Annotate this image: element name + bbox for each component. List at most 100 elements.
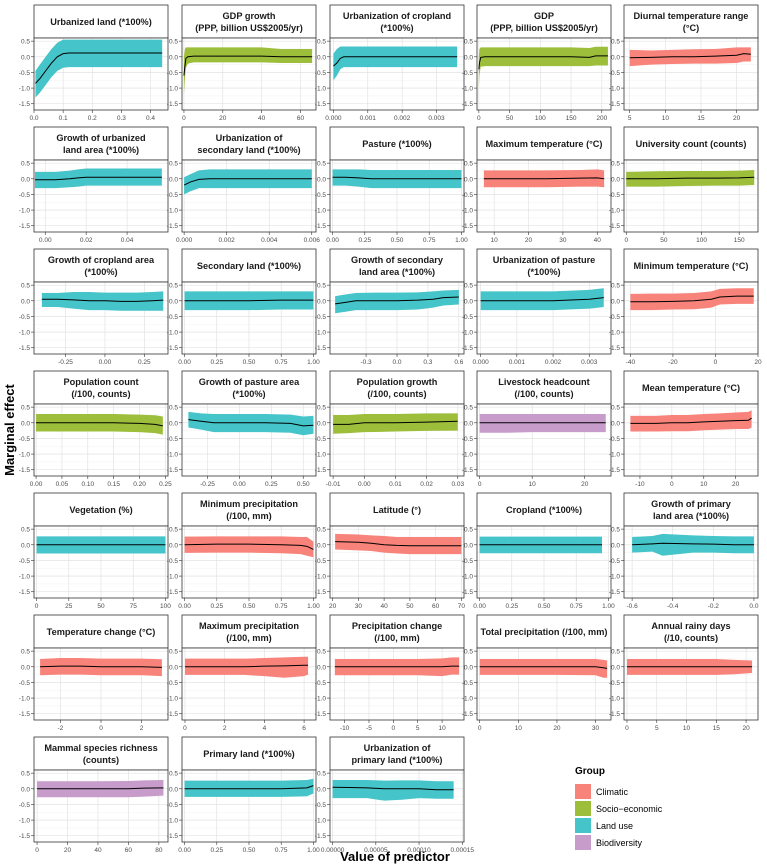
facet-panel: Mammal species richness (counts) -1.5 -1.0 -… (19, 736, 169, 854)
facet-title: (/100, mm) (226, 511, 271, 521)
marginal-effect-line (184, 543, 314, 550)
facet-title: Mammal species richness (44, 743, 157, 753)
legend-key (575, 784, 591, 799)
panel-border (33, 281, 169, 355)
panel-border (33, 403, 169, 477)
facet-title: (*100%) (232, 389, 265, 399)
y-tick-label: -1.5 (19, 589, 31, 596)
panel-border (181, 37, 317, 111)
y-tick-label: 0.0 (21, 542, 30, 549)
marginal-effect-line (188, 419, 314, 427)
facet-title: Urbanization of (216, 133, 284, 143)
x-tick-label: 0.3 (117, 115, 126, 122)
x-tick-label: 0.4 (146, 115, 155, 122)
confidence-ribbon (332, 780, 454, 801)
facet-panel: Temperature change (°C) -1.5 -1.0 -0.5 0.0 0.… (19, 614, 169, 732)
y-tick-label: -0.5 (315, 558, 327, 565)
x-tick-label: 0 (35, 847, 39, 854)
panel-border (623, 525, 759, 599)
y-tick-label: 0.0 (169, 664, 178, 671)
y-tick-label: -1.0 (315, 574, 327, 581)
confidence-ribbon (479, 414, 606, 433)
y-tick-label: 0.5 (611, 527, 620, 534)
y-tick-label: -0.5 (19, 558, 31, 565)
x-tick-label: 0.00015 (451, 847, 475, 854)
y-tick-label: 0.0 (21, 786, 30, 793)
y-tick-label: -1.5 (462, 101, 474, 108)
x-tick-label: 15 (697, 115, 705, 122)
y-tick-label: 0.0 (317, 786, 326, 793)
y-tick-label: -1.5 (609, 101, 621, 108)
x-tick-label: 1.00 (455, 237, 468, 244)
facet-title: Minimum temperature (°C) (634, 261, 749, 271)
facet-panel: Precipitation change (/100, mm) -1.5 -1.0 -0… (315, 614, 465, 732)
facet-title: Cropland (*100%) (506, 505, 582, 515)
y-tick-label: 0.5 (317, 405, 326, 412)
marginal-effect-line (184, 785, 314, 790)
x-tick-label: 0.002 (219, 237, 236, 244)
facet-title: Growth of urbanized (56, 133, 145, 143)
y-tick-label: -1.0 (19, 208, 31, 215)
y-tick-label: 0.5 (21, 405, 30, 412)
facet-panel: Growth of pasture area (*100%) -1.5 -1.0 -0.… (167, 370, 317, 488)
x-tick-label: 0.50 (243, 603, 256, 610)
x-tick-label: 0.04 (121, 237, 134, 244)
y-tick-label: -1.5 (167, 345, 179, 352)
confidence-ribbon (335, 289, 459, 314)
y-tick-label: -0.5 (315, 802, 327, 809)
x-tick-label: 150 (566, 115, 577, 122)
x-tick-label: 10 (529, 481, 537, 488)
x-tick-label: 0.004 (261, 237, 278, 244)
x-tick-label: 30 (559, 237, 567, 244)
x-tick-label: 200 (596, 115, 607, 122)
y-tick-label: -1.5 (19, 345, 31, 352)
y-tick-label: 0.5 (317, 283, 326, 290)
marginal-effect-line (332, 176, 462, 180)
y-tick-label: -1.0 (167, 86, 179, 93)
y-tick-label: -0.5 (19, 192, 31, 199)
facet-panel: Maximum temperature (°C) -1.5 -1.0 -0.5 0.0 0… (462, 126, 612, 244)
x-tick-label: 0.6 (454, 359, 463, 366)
marginal-effect-line (333, 56, 458, 67)
y-tick-label: -0.5 (462, 436, 474, 443)
y-tick-label: -1.0 (167, 208, 179, 215)
y-tick-label: 0.5 (21, 649, 30, 656)
y-tick-label: -0.5 (315, 436, 327, 443)
x-tick-label: 0.003 (581, 359, 598, 366)
y-tick-label: 0.5 (464, 283, 473, 290)
y-axis-label: Marginal effect (2, 383, 17, 475)
y-tick-label: 0.0 (21, 664, 30, 671)
y-tick-label: 0.0 (317, 54, 326, 61)
confidence-ribbon (184, 656, 309, 678)
marginal-effect-line (36, 422, 163, 427)
marginal-effect-line (632, 542, 754, 546)
y-tick-label: -0.5 (462, 680, 474, 687)
y-tick-label: 0.5 (464, 161, 473, 168)
x-tick-label: 10 (700, 481, 708, 488)
facet-strip (181, 248, 317, 283)
y-tick-label: 0.5 (317, 527, 326, 534)
x-tick-label: 40 (594, 237, 602, 244)
facet-panel: Diurnal temperature range (°C) -1.5 -1.0 -0.… (609, 4, 759, 122)
y-tick-label: 0.0 (464, 664, 473, 671)
x-tick-label: 0.75 (275, 603, 288, 610)
x-tick-label: 0.25 (210, 847, 223, 854)
x-tick-label: 10 (491, 237, 499, 244)
facet-strip (181, 736, 317, 771)
y-tick-label: -1.5 (609, 223, 621, 230)
x-tick-label: 60 (297, 115, 305, 122)
facet-title: (counts) (83, 755, 119, 765)
y-tick-label: -1.0 (315, 86, 327, 93)
x-tick-label: 0.0 (392, 359, 401, 366)
facet-strip (33, 614, 169, 649)
y-tick-label: -1.0 (609, 696, 621, 703)
x-tick-label: 30 (592, 725, 600, 732)
x-tick-label: -0.6 (627, 603, 639, 610)
facet-panels: Urbanized land (*100%) -1.5 -1.0 -0.5 0.0 0.5… (19, 4, 762, 854)
y-tick-label: 0.0 (21, 298, 30, 305)
y-tick-label: -1.0 (19, 452, 31, 459)
facet-title: Primary land (*100%) (203, 749, 294, 759)
panel-border (329, 525, 465, 599)
facet-title: Maximum precipitation (199, 621, 299, 631)
y-tick-label: -0.5 (462, 70, 474, 77)
